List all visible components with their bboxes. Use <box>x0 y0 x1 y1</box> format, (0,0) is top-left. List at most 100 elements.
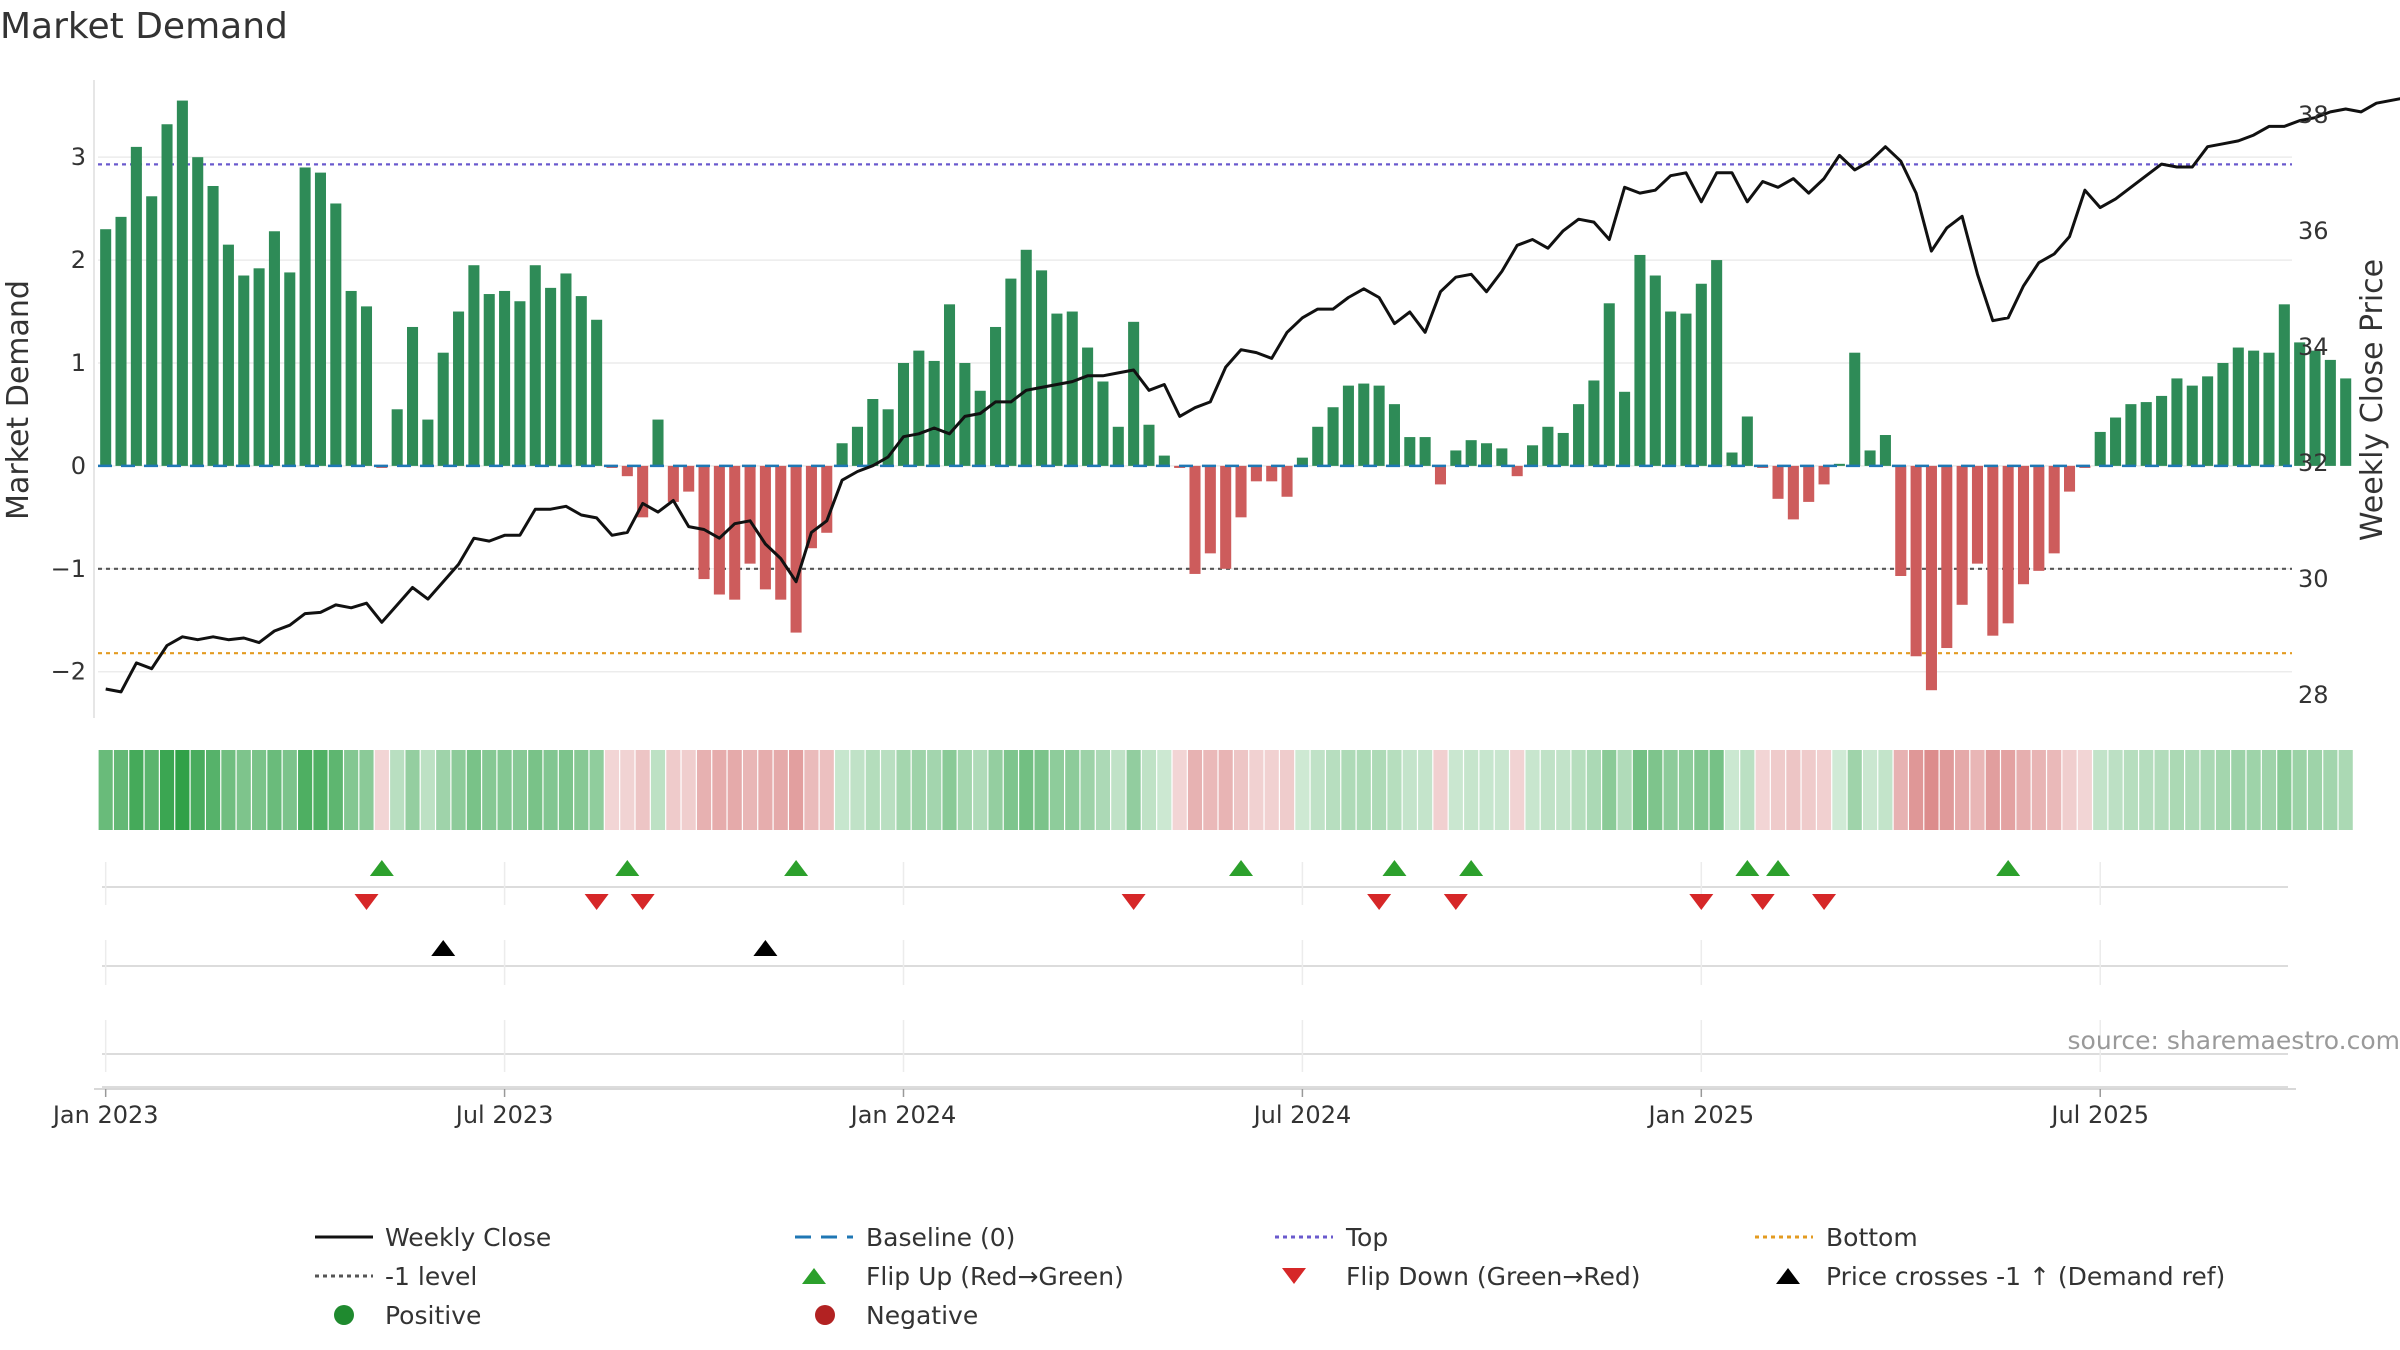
negative-demand-bar <box>2048 465 2060 554</box>
positive-demand-bar <box>652 419 664 466</box>
positive-demand-bar <box>514 301 526 466</box>
heat-cell-positive <box>144 750 159 830</box>
heat-cell-positive <box>1525 750 1540 830</box>
x-tick-label: Jul 2023 <box>454 1101 554 1129</box>
positive-demand-bar <box>928 360 940 466</box>
heat-cell-positive <box>2261 750 2277 830</box>
heat-cell-positive <box>1141 750 1157 830</box>
positive-demand-bar <box>2202 376 2214 466</box>
positive-demand-bar <box>1573 404 1585 466</box>
negative-demand-bar <box>1235 465 1247 518</box>
positive-demand-bar <box>192 157 204 466</box>
heat-cell-positive <box>927 750 942 830</box>
heat-cell-positive <box>1602 750 1617 830</box>
legend-bottom-label: Bottom <box>1826 1223 1918 1252</box>
positive-demand-bar <box>284 272 296 466</box>
heat-cell-negative <box>1924 750 1939 830</box>
legend-weekly-close-label: Weekly Close <box>385 1223 551 1252</box>
negative-demand-bar <box>637 465 649 518</box>
price-cross-marker <box>753 940 778 956</box>
y2-tick-label: 30 <box>2298 565 2329 593</box>
heat-cell-negative <box>1786 750 1801 830</box>
heat-cell-negative <box>1279 750 1295 830</box>
y2-tick-label: 34 <box>2298 333 2329 361</box>
heat-cell-positive <box>482 750 497 830</box>
positive-demand-bar <box>1051 313 1063 466</box>
heat-cell-positive <box>282 750 297 830</box>
heat-cell-negative <box>666 750 681 830</box>
heat-cell-negative <box>2016 750 2031 830</box>
heat-cell-positive <box>2292 750 2307 830</box>
positive-demand-bar <box>1082 347 1094 466</box>
heat-cell-positive <box>1448 750 1463 830</box>
heat-cell-negative <box>1433 750 1448 830</box>
heat-cell-positive <box>1586 750 1601 830</box>
positive-demand-bar <box>974 390 986 466</box>
flip-down-marker <box>1121 894 1146 910</box>
heat-cell-positive <box>942 750 957 830</box>
heat-cell-positive <box>2215 750 2231 830</box>
positive-demand-bar <box>268 231 280 466</box>
heat-cell-positive <box>1678 750 1694 830</box>
heat-cell-negative <box>604 750 620 830</box>
legend-bottom: Bottom <box>1755 1223 1918 1252</box>
heat-cell-positive <box>1295 750 1310 830</box>
positive-demand-bar <box>1404 437 1416 466</box>
positive-demand-bar <box>483 294 495 466</box>
heat-cell-positive <box>159 750 175 830</box>
legend-top: Top <box>1275 1223 1388 1252</box>
flip-down-marker <box>354 894 379 910</box>
positive-demand-bar <box>330 203 342 466</box>
positive-demand-bar <box>1312 426 1324 466</box>
flip-up-marker <box>615 860 640 876</box>
heat-cell-negative <box>2062 750 2077 830</box>
heat-cell-positive <box>1740 750 1755 830</box>
heat-cell-positive <box>881 750 896 830</box>
heat-cell-positive <box>2307 750 2323 830</box>
heat-cell-positive <box>298 750 313 830</box>
heat-cell-negative <box>1939 750 1954 830</box>
heat-cell-positive <box>528 750 543 830</box>
positive-demand-bar <box>575 296 587 466</box>
positive-demand-bar <box>1005 278 1017 466</box>
positive-demand-bar <box>1726 452 1738 466</box>
heat-cell-negative <box>681 750 696 830</box>
heat-cell-negative <box>1893 750 1908 830</box>
heat-cell-positive <box>1402 750 1417 830</box>
positive-demand-bar <box>943 304 956 466</box>
heat-cell-positive <box>2200 750 2215 830</box>
heat-cell-positive <box>98 750 113 830</box>
negative-demand-bar <box>759 465 771 590</box>
heat-cell-positive <box>911 750 926 830</box>
negative-demand-bar <box>1895 465 1907 576</box>
legend-flip-down: Flip Down (Green→Red) <box>1282 1262 1641 1291</box>
heat-cell-positive <box>1003 750 1018 830</box>
positive-demand-bar <box>1695 283 1707 466</box>
heat-cell-positive <box>359 750 374 830</box>
negative-demand-bar <box>667 465 679 502</box>
legend-price-cross: Price crosses -1 ↑ (Demand ref) <box>1776 1262 2225 1291</box>
negative-demand-bar <box>1910 465 1922 657</box>
heat-cell-positive <box>1648 750 1663 830</box>
legend-positive: Positive <box>334 1301 481 1330</box>
positive-demand-bar <box>391 409 403 466</box>
positive-demand-bar <box>1741 416 1753 466</box>
positive-demand-bar <box>1128 321 1140 466</box>
legend-negative-label: Negative <box>866 1301 978 1330</box>
heat-cell-positive <box>405 750 420 830</box>
heat-cell-negative <box>620 750 635 830</box>
flip-down-marker <box>1689 894 1714 910</box>
heat-cell-positive <box>190 750 205 830</box>
heat-cell-positive <box>1049 750 1064 830</box>
heat-cell-negative <box>1970 750 1985 830</box>
flip-up-marker <box>1382 860 1407 876</box>
positive-demand-bar <box>2156 395 2168 466</box>
negative-demand-bar <box>2033 465 2045 571</box>
negative-demand-bar <box>683 465 695 492</box>
negative-demand-bar <box>1511 465 1523 477</box>
heat-cell-negative <box>1172 750 1187 830</box>
positive-demand-bar <box>360 306 373 466</box>
positive-demand-bar <box>1649 275 1661 466</box>
heat-cell-positive <box>835 750 850 830</box>
positive-demand-bar <box>468 265 480 466</box>
